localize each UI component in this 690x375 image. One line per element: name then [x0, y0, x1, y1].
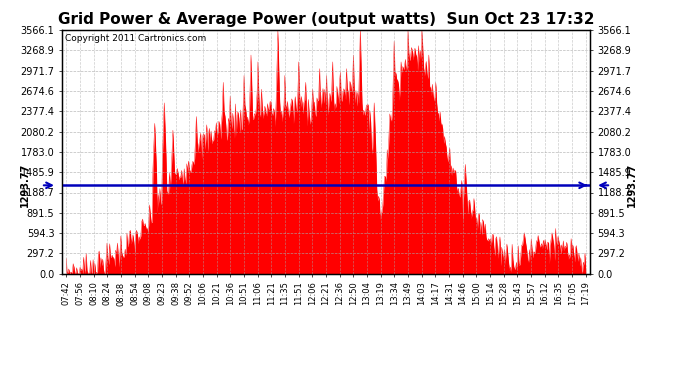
Text: 1293.77: 1293.77 [20, 163, 30, 207]
Text: 1293.77: 1293.77 [627, 163, 637, 207]
Text: Copyright 2011 Cartronics.com: Copyright 2011 Cartronics.com [65, 34, 206, 43]
Title: Grid Power & Average Power (output watts)  Sun Oct 23 17:32: Grid Power & Average Power (output watts… [58, 12, 594, 27]
